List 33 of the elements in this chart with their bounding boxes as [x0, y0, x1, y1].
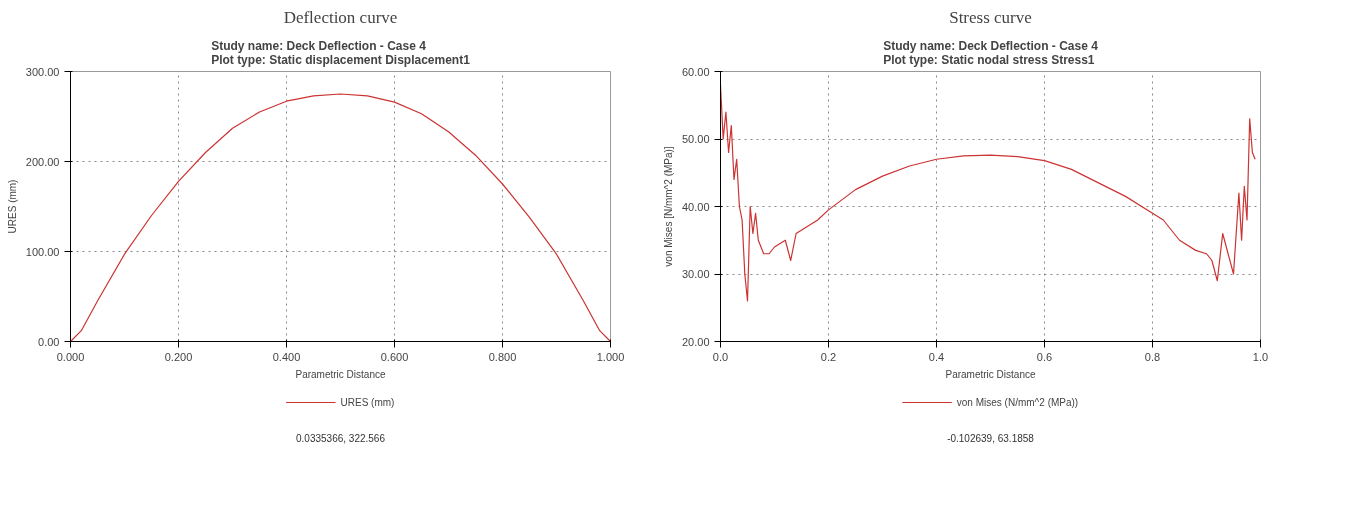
y-tick-label: 50.00 — [681, 133, 710, 145]
x-tick-label: 0.6 — [1036, 350, 1053, 363]
y-tick-label: 30.00 — [681, 268, 710, 280]
chart-subtitle: Study name: Deck Deflection - Case 4 Plot type: Static nodal stress Stress1 — [883, 38, 1099, 67]
x-tick-label: 0.000 — [56, 350, 85, 363]
y-axis-title: von Mises [N/mm^2 (MPa)] — [662, 146, 674, 267]
text: -0.102639, 63.1858 — [947, 433, 1035, 445]
x-tick-label: 0.2 — [820, 350, 837, 363]
x-tick-label: 0.800 — [488, 350, 517, 363]
x-tick-label: 1.000 — [596, 350, 625, 363]
x-axis-title: Parametric Distance — [945, 368, 1036, 380]
y-tick-label: 20.00 — [681, 335, 710, 348]
chart-title: Deflection curve — [283, 7, 398, 27]
y-tick-label: 100.00 — [25, 245, 60, 258]
y-tick-label: 0.00 — [38, 335, 60, 348]
x-tick-label: 0.600 — [380, 350, 409, 363]
y-tick-label: 60.00 — [681, 65, 710, 78]
x-tick-label: 0.8 — [1144, 350, 1161, 363]
chart-subtitle: Study name: Deck Deflection - Case 4 Plot type: Static displacement Displacement1 — [211, 38, 471, 67]
y-tick-label: 40.00 — [681, 200, 710, 213]
y-axis-title: URES (mm) — [6, 179, 18, 234]
y-tick-label: 300.00 — [25, 65, 60, 78]
x-tick-label: 1.0 — [1252, 350, 1269, 363]
x-tick-label: 0.0 — [712, 350, 729, 363]
chart-title: Stress curve — [949, 7, 1032, 27]
x-tick-label: 0.200 — [164, 350, 193, 363]
x-tick-label: 0.4 — [928, 350, 945, 363]
x-axis-title: Parametric Distance — [295, 368, 386, 380]
text: 0.0335366, 322.566 — [296, 433, 386, 445]
legend-label: von Mises (N/mm^2 (MPa)) — [956, 396, 1079, 408]
y-tick-label: 200.00 — [25, 155, 60, 168]
x-tick-label: 0.400 — [272, 350, 301, 363]
legend-label: URES (mm) — [340, 396, 395, 408]
